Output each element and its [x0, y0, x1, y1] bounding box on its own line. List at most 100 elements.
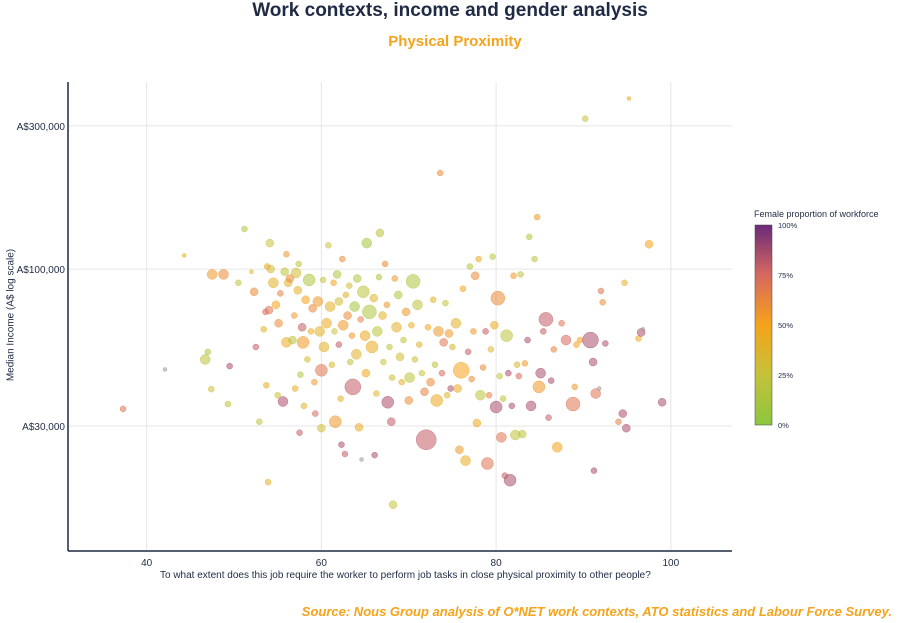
data-point [375, 273, 383, 281]
data-point [290, 267, 302, 279]
data-point [204, 348, 212, 356]
data-point [599, 299, 606, 306]
data-point [383, 301, 391, 309]
data-point [490, 320, 499, 330]
data-point [264, 478, 272, 486]
data-point [550, 346, 558, 353]
data-point [344, 378, 362, 396]
data-point [369, 293, 379, 303]
data-point [304, 356, 311, 363]
data-point [552, 441, 563, 453]
data-point [361, 368, 371, 378]
data-point [468, 375, 475, 383]
data-point [359, 457, 364, 462]
data-point [375, 228, 385, 238]
data-point [415, 429, 437, 450]
data-point [297, 371, 304, 378]
data-point [346, 358, 354, 366]
data-point [381, 260, 389, 268]
data-point [342, 291, 350, 299]
data-point [349, 301, 360, 312]
data-point [503, 473, 517, 487]
data-point [576, 336, 584, 344]
data-point [387, 417, 396, 426]
data-point [331, 328, 338, 335]
data-point [518, 429, 527, 439]
data-point [398, 378, 405, 386]
x-axis-label: To what extent does this job require the… [160, 570, 651, 581]
data-point [224, 400, 232, 408]
data-point [271, 300, 281, 310]
data-point [357, 285, 370, 299]
data-point [466, 263, 474, 270]
colorbar: 0% 25% 50% 75% 100% [754, 221, 798, 430]
data-point [218, 269, 229, 280]
data-point [312, 296, 324, 307]
data-point [415, 341, 423, 348]
data-point [386, 343, 393, 351]
data-point [547, 377, 555, 384]
data-point [256, 418, 263, 425]
data-point [499, 395, 507, 402]
data-point [301, 295, 310, 305]
data-point [296, 336, 310, 349]
data-point [489, 400, 503, 414]
data-point [618, 409, 628, 418]
data-point [475, 255, 482, 263]
data-point [277, 290, 284, 297]
data-point [249, 269, 254, 274]
data-point [515, 372, 523, 380]
data-point [260, 326, 267, 333]
data-point [280, 267, 289, 276]
data-point [394, 290, 403, 300]
data-point [545, 414, 552, 421]
data-point [300, 402, 308, 410]
data-point [597, 287, 605, 295]
data-point [365, 340, 379, 354]
data-point [235, 279, 242, 287]
data-point [264, 305, 274, 315]
data-point [460, 455, 471, 466]
data-point [372, 326, 383, 337]
data-point [420, 387, 429, 397]
data-point [162, 367, 168, 372]
data-point [311, 378, 318, 386]
data-point [479, 364, 487, 371]
data-point [404, 372, 415, 383]
data-point [283, 251, 290, 258]
data-point [312, 410, 319, 417]
data-point [208, 385, 215, 393]
data-point [302, 273, 316, 287]
data-point [337, 395, 344, 402]
data-point [277, 396, 289, 407]
grid-lines [68, 82, 732, 551]
data-point [226, 362, 233, 370]
data-point [453, 384, 462, 393]
data-point [351, 349, 362, 360]
data-point [335, 341, 343, 348]
data-point [328, 361, 336, 368]
y-axis-label: Median Income (A$ log scale) [5, 248, 17, 382]
data-point [490, 290, 506, 306]
data-point [307, 328, 315, 335]
data-point [524, 336, 531, 344]
data-point [489, 253, 496, 260]
data-point [324, 301, 336, 312]
y-tick-label: A$30,000 [22, 422, 65, 433]
data-point [346, 282, 353, 289]
data-point [348, 332, 356, 339]
data-point [252, 343, 260, 351]
data-point [325, 242, 332, 249]
data-point [626, 96, 632, 101]
data-point [481, 457, 494, 470]
data-point [338, 441, 345, 448]
data-point [426, 377, 435, 387]
data-point [119, 405, 127, 413]
data-point [513, 361, 521, 368]
colorbar-tick-label: 50% [778, 321, 793, 330]
data-point [249, 287, 259, 297]
data-point [459, 285, 467, 292]
data-point [540, 328, 547, 335]
data-point [455, 445, 464, 455]
x-tick-label: 80 [491, 558, 503, 569]
